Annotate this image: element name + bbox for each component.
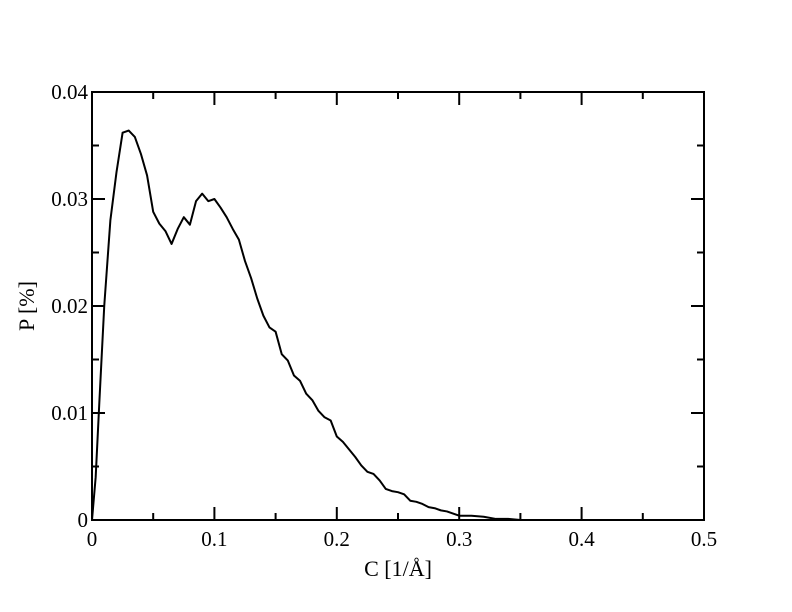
x-tick-label: 0.2 [324, 527, 350, 551]
x-tick-label: 0.1 [201, 527, 227, 551]
x-tick-label: 0.4 [568, 527, 595, 551]
x-axis-title: C [1/Å] [364, 556, 432, 581]
series-line [91, 129, 545, 521]
y-tick-label: 0.03 [51, 187, 88, 211]
y-tick-label: 0 [78, 508, 89, 532]
x-tick-label: 0 [87, 527, 98, 551]
y-tick-label: 0.04 [51, 80, 88, 104]
y-axis-title: P [%] [14, 281, 39, 331]
y-tick-label: 0.01 [51, 401, 88, 425]
tick-labels-layer: 0 0.1 0.2 0.3 0.4 0.5 0 0.01 0.02 0.03 0.04 [51, 80, 717, 551]
x-tick-label: 0.5 [691, 527, 717, 551]
plot-frame [91, 91, 705, 521]
y-tick-label: 0.02 [51, 294, 88, 318]
x-tick-label: 0.3 [446, 527, 472, 551]
